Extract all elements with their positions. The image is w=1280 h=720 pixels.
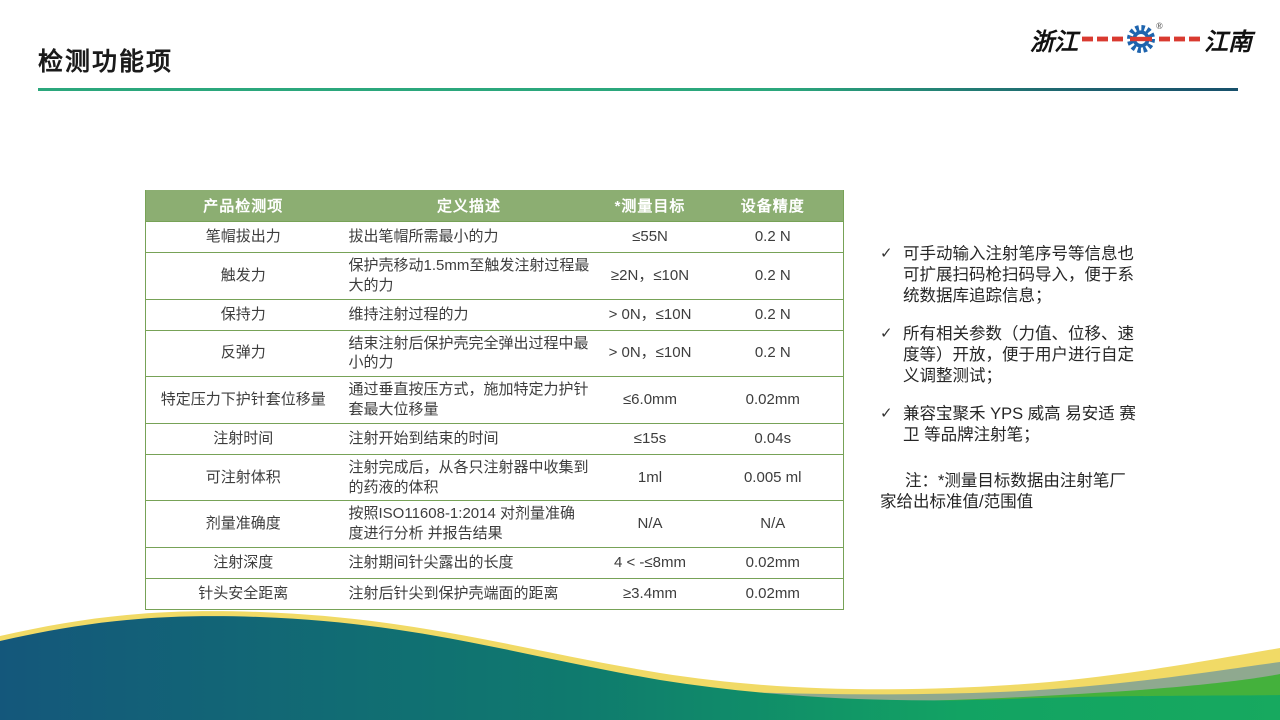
cell-item: 笔帽拔出力 <box>145 221 341 253</box>
page-title: 检测功能项 <box>38 48 174 76</box>
cell-precision: 0.02mm <box>702 577 844 610</box>
col-header-definition: 定义描述 <box>340 190 598 222</box>
cell-target: ≥2N，≤10N <box>597 252 703 300</box>
cell-definition: 注射开始到结束的时间 <box>340 422 598 455</box>
table-row: 注射深度 注射期间针尖露出的长度 4 < -≤8mm 0.02mm <box>145 546 844 579</box>
cell-precision: 0.04s <box>702 422 844 455</box>
col-header-measure-target: *测量目标 <box>597 190 703 222</box>
cell-definition: 保护壳移动1.5mm至触发注射过程最大的力 <box>340 252 598 300</box>
gear-icon: ® <box>1082 21 1200 53</box>
cell-definition: 结束注射后保护壳完全弹出过程中最小的力 <box>340 329 598 378</box>
bullet-text: 可手动输入注射笔序号等信息也可扩展扫码枪扫码导入，便于系统数据库追踪信息； <box>903 245 1134 305</box>
logo-text-left: 浙江 <box>1030 29 1078 56</box>
check-icon: ✓ <box>880 245 893 262</box>
company-logo: 浙江 ® 江南 <box>1030 18 1252 60</box>
cell-target: N/A <box>597 500 703 548</box>
cell-definition: 拔出笔帽所需最小的力 <box>340 221 598 253</box>
cell-item: 特定压力下护针套位移量 <box>145 376 341 424</box>
cell-target: ≤6.0mm <box>597 376 703 424</box>
wave-main <box>0 616 1280 720</box>
cell-target: ≤15s <box>597 422 703 455</box>
cell-item: 反弹力 <box>145 329 341 378</box>
cell-item: 针头安全距离 <box>145 577 341 610</box>
table-row: 可注射体积 注射完成后，从各只注射器中收集到的药液的体积 1ml 0.005 ml <box>145 453 844 502</box>
cell-item: 剂量准确度 <box>145 500 341 548</box>
cell-precision: 0.02mm <box>702 376 844 424</box>
feature-bullet-list: ✓ 可手动输入注射笔序号等信息也可扩展扫码枪扫码导入，便于系统数据库追踪信息； ✓ 所… <box>880 244 1138 446</box>
cell-precision: N/A <box>702 500 844 548</box>
check-icon: ✓ <box>880 404 893 422</box>
cell-precision: 0.005 ml <box>702 453 844 502</box>
feature-bullet: ✓ 所有相关参数（力值、位移、速度等）开放，便于用户进行自定义调整测试； <box>880 324 1138 387</box>
col-header-product-item: 产品检测项 <box>145 190 341 222</box>
bullet-text: 所有相关参数（力值、位移、速度等）开放，便于用户进行自定义调整测试； <box>903 324 1134 385</box>
table-row: 保持力 维持注射过程的力 > 0N，≤10N 0.2 N <box>145 298 844 331</box>
cell-target: 4 < -≤8mm <box>597 546 703 579</box>
logo-text-right: 江南 <box>1204 29 1252 56</box>
bottom-wave-decoration <box>0 611 1280 720</box>
cell-item: 注射深度 <box>145 546 341 579</box>
cell-definition: 注射期间针尖露出的长度 <box>340 546 598 579</box>
table-row: 针头安全距离 注射后针尖到保护壳端面的距离 ≥3.4mm 0.02mm <box>145 577 844 610</box>
cell-precision: 0.2 N <box>702 252 844 300</box>
detection-table: 产品检测项 定义描述 *测量目标 设备精度 笔帽拔出力 拔出笔帽所需最小的力 ≤55… <box>145 190 844 610</box>
feature-bullet: ✓ 兼容宝聚禾 YPS 威高 易安适 赛卫 等品牌注射笔； <box>880 404 1138 446</box>
cell-precision: 0.2 N <box>702 221 844 253</box>
title-underline <box>38 88 1238 91</box>
registered-mark: ® <box>1156 21 1163 31</box>
col-header-device-precision: 设备精度 <box>702 190 844 222</box>
cell-target: ≤55N <box>597 221 703 253</box>
footnote: 注：*测量目标数据由注射笔厂家给出标准值/范围值 <box>880 471 1126 511</box>
table-row: 特定压力下护针套位移量 通过垂直按压方式，施加特定力护针套最大位移量 ≤6.0mm 0… <box>145 376 844 424</box>
cell-definition: 维持注射过程的力 <box>340 298 598 331</box>
table-row: 剂量准确度 按照ISO11608-1:2014 对剂量准确度进行分析 并报告结果 N… <box>145 500 844 548</box>
check-icon: ✓ <box>880 324 893 342</box>
cell-item: 触发力 <box>145 252 341 300</box>
table-row: 注射时间 注射开始到结束的时间 ≤15s 0.04s <box>145 422 844 455</box>
cell-definition: 注射后针尖到保护壳端面的距离 <box>340 577 598 610</box>
bullet-text: 兼容宝聚禾 YPS 威高 易安适 赛卫 等品牌注射笔； <box>903 404 1136 444</box>
cell-item: 可注射体积 <box>145 453 341 502</box>
table-row: 反弹力 结束注射后保护壳完全弹出过程中最小的力 > 0N，≤10N 0.2 N <box>145 329 844 378</box>
feature-bullet: ✓ 可手动输入注射笔序号等信息也可扩展扫码枪扫码导入，便于系统数据库追踪信息； <box>880 244 1138 307</box>
cell-precision: 0.2 N <box>702 329 844 378</box>
cell-definition: 注射完成后，从各只注射器中收集到的药液的体积 <box>340 453 598 502</box>
cell-precision: 0.02mm <box>702 546 844 579</box>
cell-item: 保持力 <box>145 298 341 331</box>
cell-item: 注射时间 <box>145 422 341 455</box>
cell-target: > 0N，≤10N <box>597 329 703 378</box>
cell-definition: 通过垂直按压方式，施加特定力护针套最大位移量 <box>340 376 598 424</box>
cell-target: 1ml <box>597 453 703 502</box>
table-row: 触发力 保护壳移动1.5mm至触发注射过程最大的力 ≥2N，≤10N 0.2 N <box>145 252 844 300</box>
table-row: 笔帽拔出力 拔出笔帽所需最小的力 ≤55N 0.2 N <box>145 221 844 253</box>
cell-target: > 0N，≤10N <box>597 298 703 331</box>
cell-definition: 按照ISO11608-1:2014 对剂量准确度进行分析 并报告结果 <box>340 500 598 548</box>
table-header-row: 产品检测项 定义描述 *测量目标 设备精度 <box>145 190 844 222</box>
notes-panel: ✓ 可手动输入注射笔序号等信息也可扩展扫码枪扫码导入，便于系统数据库追踪信息； ✓ 所… <box>880 244 1138 513</box>
cell-precision: 0.2 N <box>702 298 844 331</box>
cell-target: ≥3.4mm <box>597 577 703 610</box>
